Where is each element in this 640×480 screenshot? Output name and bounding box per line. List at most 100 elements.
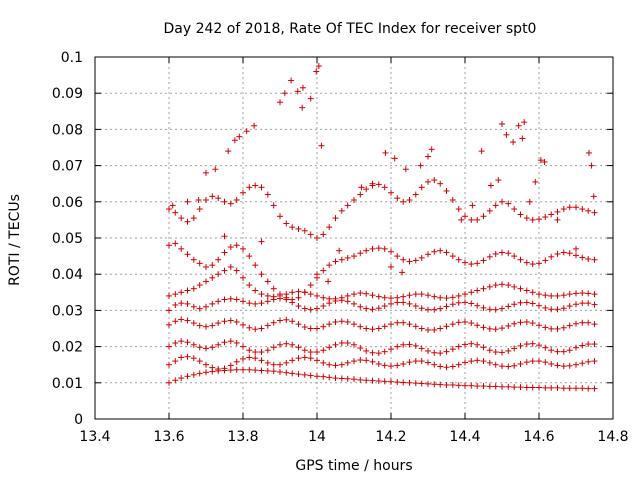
data-point	[209, 193, 216, 200]
data-point	[566, 291, 573, 298]
data-point	[227, 263, 234, 270]
data-point	[381, 245, 388, 252]
data-point	[295, 344, 302, 351]
data-point	[203, 345, 209, 352]
data-point	[240, 343, 246, 350]
data-point	[480, 324, 487, 331]
data-point	[431, 293, 438, 300]
data-point	[573, 361, 579, 368]
data-point	[474, 260, 481, 267]
data-point	[492, 202, 499, 209]
data-point	[529, 384, 536, 391]
data-point	[212, 166, 219, 173]
data-point	[486, 359, 493, 366]
data-point	[172, 358, 179, 365]
data-point	[295, 303, 302, 310]
data-point	[190, 320, 197, 327]
data-point	[358, 184, 365, 191]
data-point	[388, 189, 394, 196]
data-point	[449, 346, 456, 353]
x-tick-labels: 13.4 13.6 13.8 14 14.2 14.4 14.6 14.8	[79, 429, 628, 445]
data-point	[184, 317, 191, 324]
data-point	[289, 296, 296, 303]
data-point	[573, 204, 579, 211]
data-point	[474, 383, 481, 390]
data-point	[184, 251, 191, 258]
data-point	[357, 303, 364, 310]
data-point	[172, 339, 179, 346]
data-point	[166, 321, 172, 328]
data-point	[375, 325, 382, 332]
data-point	[579, 319, 586, 326]
data-point	[579, 385, 586, 392]
data-point	[283, 359, 290, 366]
data-point	[511, 384, 518, 391]
x-axis-label: GPS time / hours	[295, 458, 412, 474]
data-point	[468, 340, 475, 347]
data-point	[560, 305, 567, 312]
data-point	[542, 257, 549, 264]
data-point	[270, 285, 277, 292]
data-point	[388, 363, 394, 370]
data-point	[203, 263, 209, 270]
data-point	[209, 322, 216, 329]
data-point	[449, 363, 456, 370]
data-point	[406, 359, 413, 366]
data-point	[295, 355, 302, 362]
data-point	[336, 247, 343, 254]
data-point	[388, 378, 394, 385]
data-point	[227, 317, 234, 324]
data-point	[326, 361, 333, 368]
data-point	[203, 361, 209, 368]
data-point	[511, 345, 518, 352]
x-tick-label: 14.8	[597, 429, 628, 445]
data-point	[225, 148, 232, 155]
data-point	[394, 294, 401, 301]
data-point	[351, 376, 357, 383]
data-point	[307, 95, 314, 102]
data-point	[480, 344, 487, 351]
data-point	[418, 184, 425, 191]
data-point	[585, 255, 592, 262]
data-point	[295, 321, 302, 328]
data-point	[566, 362, 573, 369]
data-point	[469, 202, 476, 209]
data-point	[449, 381, 456, 388]
data-point	[338, 318, 345, 325]
data-point	[474, 302, 481, 309]
data-point	[443, 348, 450, 355]
data-point	[270, 293, 277, 300]
data-point	[184, 218, 191, 225]
data-point	[381, 362, 388, 369]
data-point	[486, 283, 493, 290]
data-point	[591, 256, 598, 263]
data-point	[566, 347, 573, 354]
data-point	[542, 344, 549, 351]
data-point	[233, 339, 240, 346]
data-point	[418, 254, 425, 261]
data-point	[178, 289, 185, 296]
data-point	[363, 377, 370, 384]
data-point	[560, 249, 567, 256]
data-point	[523, 359, 530, 366]
data-point	[541, 158, 548, 165]
data-point	[294, 88, 301, 95]
data-point	[455, 343, 462, 350]
data-point	[474, 341, 481, 348]
data-point	[277, 99, 283, 106]
y-tick-label: 0.02	[52, 340, 83, 356]
data-point	[381, 294, 388, 301]
data-point	[299, 84, 306, 91]
data-point	[542, 214, 549, 221]
data-point	[196, 260, 203, 267]
data-point	[511, 320, 518, 327]
data-point	[314, 349, 320, 356]
data-point	[240, 321, 246, 328]
data-point	[264, 359, 271, 366]
data-point	[455, 382, 462, 389]
data-point	[258, 367, 265, 374]
data-point	[510, 139, 517, 146]
data-point	[227, 244, 234, 251]
data-point	[418, 345, 425, 352]
data-point	[166, 206, 172, 213]
